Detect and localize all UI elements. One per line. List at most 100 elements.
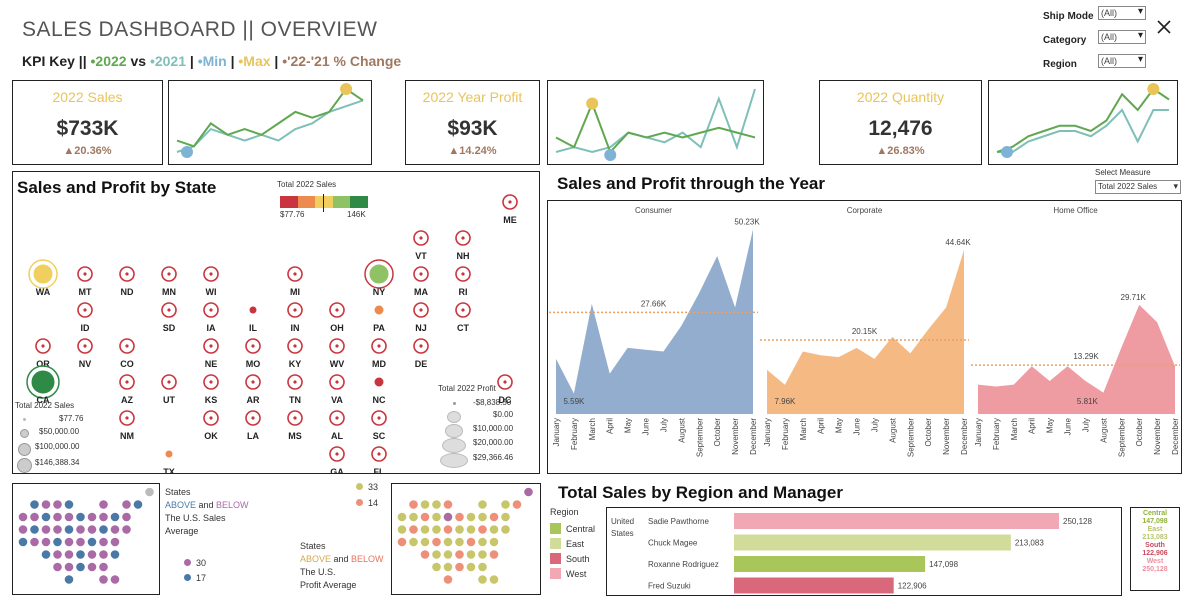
group-label: United	[611, 517, 634, 526]
state-marker-mt[interactable]: MT	[78, 267, 92, 297]
ship-mode-select[interactable]: (All)	[1098, 6, 1146, 20]
region-select[interactable]: (All)	[1098, 54, 1146, 68]
select-measure-dropdown[interactable]: Total 2022 Sales ▾	[1095, 180, 1181, 194]
mini-state-dot	[99, 538, 108, 547]
state-marker-or[interactable]: OR	[36, 339, 50, 369]
legend-item[interactable]: Central	[550, 521, 595, 536]
state-marker-wa[interactable]: WA	[29, 260, 57, 297]
state-marker-ia[interactable]: IA	[204, 303, 218, 333]
state-marker-mo[interactable]: MO	[246, 339, 261, 369]
state-marker-la[interactable]: LA	[246, 411, 260, 441]
mini-map-svg	[13, 484, 159, 594]
state-marker-in[interactable]: IN	[288, 303, 302, 333]
mini-state-dot	[490, 550, 499, 559]
region-bar[interactable]	[734, 556, 925, 572]
summary-value: 147,098	[1131, 518, 1179, 526]
state-marker-mi[interactable]: MI	[288, 267, 302, 297]
state-marker-nv[interactable]: NV	[78, 339, 92, 369]
state-marker-sd[interactable]: SD	[162, 303, 176, 333]
mini-state-dot	[478, 500, 487, 509]
mini-state-dot	[111, 513, 120, 522]
mini-state-dot	[501, 513, 510, 522]
legend-swatch	[550, 553, 561, 564]
state-marker-co[interactable]: CO	[120, 339, 134, 369]
state-label: TN	[289, 395, 301, 405]
mini-state-dot	[478, 525, 487, 534]
state-marker-nh[interactable]: NH	[456, 231, 470, 261]
region-bar[interactable]	[734, 535, 1011, 551]
filter-label: Region	[1043, 59, 1077, 70]
state-marker-ne[interactable]: NE	[204, 339, 218, 369]
size-marker	[23, 418, 26, 421]
state-marker-ct[interactable]: CT	[456, 303, 470, 333]
state-marker-nm[interactable]: NM	[120, 411, 134, 441]
state-label: ME	[503, 215, 517, 225]
kpi-change: ▲26.83%	[820, 145, 981, 157]
state-marker-vt[interactable]: VT	[414, 231, 428, 261]
state-label: MN	[162, 287, 176, 297]
max-point	[1147, 83, 1159, 95]
legend-label: $77.76	[59, 414, 83, 423]
manager-label: Sadie Pawthorne	[648, 517, 709, 526]
size-marker	[17, 458, 32, 473]
state-marker-me[interactable]: ME	[503, 195, 517, 225]
bar-value-label: 250,128	[1063, 517, 1092, 526]
state-marker-oh[interactable]: OH	[330, 303, 344, 333]
region-bar[interactable]	[734, 578, 894, 594]
x-tick-label: September	[695, 418, 704, 457]
category-select[interactable]: (All)	[1098, 30, 1146, 44]
state-marker-ky[interactable]: KY	[288, 339, 302, 369]
state-label: ND	[121, 287, 134, 297]
x-tick-label: November	[1153, 418, 1162, 455]
mini-state-dot	[53, 550, 62, 559]
legend-item[interactable]: East	[550, 536, 595, 551]
state-marker-wv[interactable]: WV	[330, 339, 345, 369]
state-marker-md[interactable]: MD	[372, 339, 386, 369]
state-marker-tx[interactable]: TX	[163, 450, 175, 473]
state-marker-al[interactable]: AL	[330, 411, 344, 441]
state-marker-id[interactable]: ID	[78, 303, 92, 333]
state-marker-tn[interactable]: TN	[288, 375, 302, 405]
legend-label: $29,366.46	[473, 453, 513, 462]
state-marker-ma[interactable]: MA	[414, 267, 428, 297]
state-marker-sc[interactable]: SC	[372, 411, 386, 441]
above-dot	[184, 574, 191, 581]
state-marker-wi[interactable]: WI	[204, 267, 218, 297]
state-marker-mn[interactable]: MN	[162, 267, 176, 297]
state-marker-ok[interactable]: OK	[204, 411, 218, 441]
state-marker-nj[interactable]: NJ	[414, 303, 428, 333]
state-marker-ms[interactable]: MS	[288, 411, 302, 441]
state-marker-pa[interactable]: PA	[373, 305, 385, 333]
state-marker-az[interactable]: AZ	[120, 375, 134, 405]
state-marker-il[interactable]: IL	[249, 306, 258, 333]
state-marker-nc[interactable]: NC	[373, 377, 386, 405]
state-marker-ar[interactable]: AR	[246, 375, 260, 405]
legend-item[interactable]: South	[550, 551, 595, 566]
region-bar[interactable]	[734, 513, 1059, 529]
legend-item[interactable]: West	[550, 566, 595, 581]
legend-label: Central	[566, 524, 595, 534]
state-marker-ri[interactable]: RI	[456, 267, 470, 297]
state-marker-va[interactable]: VA	[330, 375, 344, 405]
state-marker-ga[interactable]: GA	[330, 447, 344, 473]
state-marker-fl[interactable]: FL	[372, 447, 386, 473]
mini-state-dot	[444, 525, 453, 534]
state-label: LA	[247, 431, 259, 441]
state-marker-nd[interactable]: ND	[120, 267, 134, 297]
state-marker-ca[interactable]: CA	[27, 366, 59, 405]
min-point	[181, 146, 193, 158]
state-marker-ny[interactable]: NY	[365, 260, 393, 297]
close-icon[interactable]	[1155, 18, 1173, 36]
region-legend: Central East South West	[550, 521, 595, 581]
state-marker-ks[interactable]: KS	[204, 375, 218, 405]
x-tick-label: April	[817, 418, 826, 434]
x-tick-label: January	[552, 418, 561, 446]
state-marker-ut[interactable]: UT	[162, 375, 176, 405]
mini-state-dot	[455, 550, 464, 559]
kpi-key-change: •'22-'21 % Change	[282, 53, 401, 69]
size-marker	[18, 443, 31, 456]
area-consumer[interactable]	[556, 230, 753, 414]
select-measure-label: Select Measure	[1095, 168, 1151, 177]
mini-text-line: The U.S. Sales	[165, 512, 249, 525]
state-marker-de[interactable]: DE	[414, 339, 428, 369]
